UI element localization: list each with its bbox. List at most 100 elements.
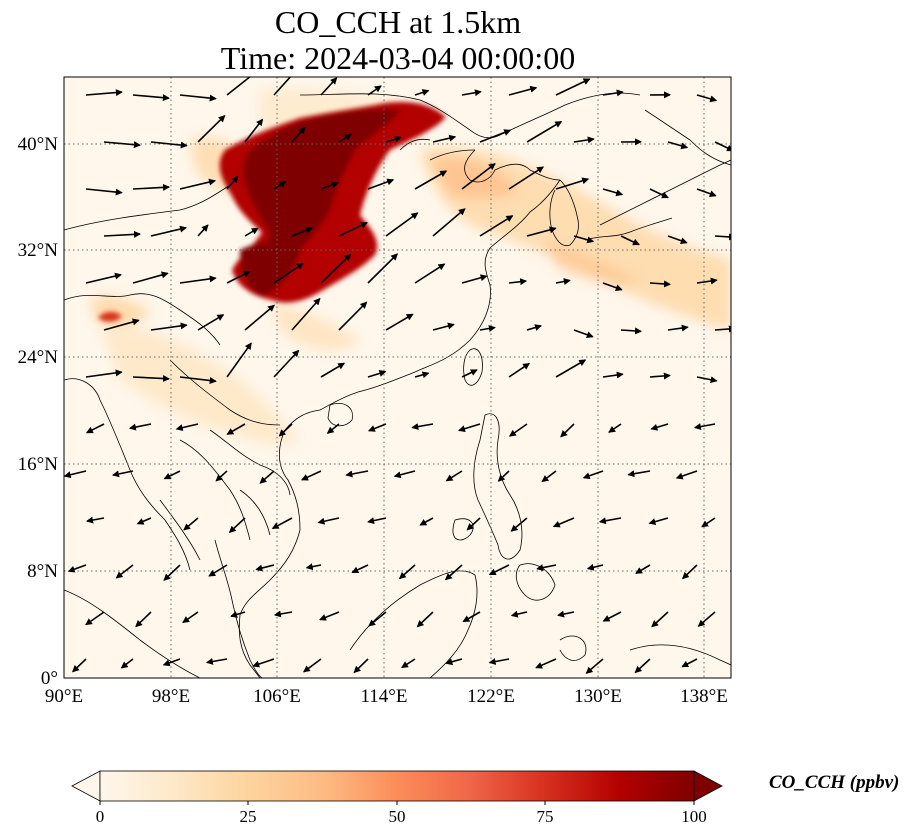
- wind-arrow: [305, 563, 322, 571]
- wind-arrow: [541, 470, 557, 483]
- wind-arrow: [385, 212, 419, 237]
- wind-arrow: [508, 362, 531, 378]
- wind-arrow: [163, 470, 181, 480]
- wind-arrow: [445, 470, 463, 482]
- wind-arrow: [345, 470, 369, 478]
- wind-arrow: [226, 77, 251, 96]
- wind-arrow: [555, 359, 587, 378]
- wind-arrow: [197, 114, 226, 143]
- lon-tick-label-106: 106°E: [253, 686, 301, 707]
- wind-arrow: [620, 327, 642, 335]
- wind-arrow: [555, 278, 571, 285]
- wind-arrow: [64, 470, 87, 479]
- wind-arrow: [536, 564, 557, 572]
- wind-arrow: [416, 611, 434, 628]
- wind-arrow: [255, 564, 275, 572]
- wind-arrow: [244, 304, 275, 331]
- wind-arrow: [115, 564, 134, 579]
- wind-arrow: [259, 470, 275, 484]
- wind-arrow: [320, 362, 346, 378]
- colorbar-label: CO_CCH (ppbv): [769, 772, 899, 793]
- wind-arrow: [175, 423, 199, 432]
- wind-arrow: [244, 118, 264, 143]
- lat-tick-label-40: 40°N: [18, 134, 59, 155]
- wind-arrow: [497, 470, 510, 482]
- wind-arrow: [163, 564, 181, 581]
- wind-arrow: [85, 272, 122, 284]
- wind-arrow: [602, 282, 623, 292]
- wind-arrow: [85, 611, 105, 626]
- lon-tick-label-138: 138°E: [680, 686, 728, 707]
- lat-tick-label-16: 16°N: [18, 454, 59, 475]
- wind-arrow: [526, 324, 542, 331]
- wind-arrow: [508, 423, 528, 437]
- lat-tick-label-24: 24°N: [18, 347, 59, 368]
- wind-arrow: [555, 177, 590, 190]
- wind-arrow: [85, 89, 123, 97]
- wind-arrow: [179, 275, 217, 284]
- figure-title: CO_CCH at 1.5km: [274, 4, 522, 40]
- wind-arrow: [120, 658, 134, 669]
- wind-arrow: [573, 329, 594, 339]
- wind-arrow: [367, 517, 387, 525]
- wind-arrow: [693, 423, 716, 430]
- wind-arrow: [649, 372, 671, 380]
- wind-arrow: [714, 141, 731, 152]
- wind-arrow: [252, 658, 275, 668]
- wind-arrow: [393, 470, 416, 479]
- wind-arrow: [367, 253, 399, 284]
- wind-arrow: [273, 77, 297, 96]
- wind-arrow: [182, 611, 199, 624]
- wind-arrow: [432, 208, 466, 237]
- wind-arrow: [367, 370, 387, 378]
- wind-arrow: [651, 611, 669, 628]
- wind-arrow: [585, 658, 604, 674]
- wind-arrow: [696, 277, 718, 285]
- wind-arrow: [535, 658, 557, 669]
- colorbar-extend-max: [693, 770, 723, 802]
- wind-arrow: [598, 517, 622, 525]
- wind-arrow: [510, 517, 528, 532]
- wind-arrow: [273, 180, 287, 190]
- wind-arrow: [414, 263, 446, 284]
- map-frame: [63, 76, 732, 679]
- wind-arrow: [508, 278, 528, 286]
- wind-arrow: [208, 564, 228, 577]
- wind-arrow: [271, 517, 293, 530]
- wind-arrow: [300, 470, 322, 481]
- wind-arrow: [338, 133, 352, 143]
- wind-arrow: [291, 227, 313, 237]
- wind-arrow: [150, 322, 188, 331]
- colorbar-tick-label-25: 25: [240, 807, 257, 826]
- colorbar: 0 25 50 75 100 CO_CCH (ppbv): [71, 770, 899, 826]
- wind-arrow: [353, 658, 369, 674]
- wind-arrow: [132, 271, 169, 284]
- wind-arrow: [414, 170, 448, 190]
- wind-arrow: [648, 517, 669, 526]
- wind-arrow: [586, 563, 604, 571]
- wind-arrow: [510, 610, 528, 618]
- wind-arrow: [86, 516, 105, 524]
- wind-arrow: [675, 470, 698, 480]
- wind-arrow: [278, 423, 293, 437]
- wind-arrow: [411, 423, 434, 431]
- wind-arrow: [667, 141, 689, 150]
- lat-tick-label-0: 0°: [41, 668, 58, 689]
- wind-arrow: [696, 376, 718, 384]
- wind-arrow: [557, 610, 575, 618]
- wind-arrow: [667, 324, 689, 332]
- wind-arrow: [385, 313, 414, 331]
- wind-arrow: [230, 611, 246, 618]
- figure-subtitle: Time: 2024-03-04 00:00:00: [220, 40, 576, 76]
- wind-arrow: [608, 423, 622, 433]
- wind-arrow: [317, 517, 340, 525]
- colorbar-extend-min: [71, 770, 101, 802]
- wind-arrow: [302, 658, 322, 673]
- wind-arrow: [697, 611, 716, 627]
- wind-arrow: [132, 183, 170, 191]
- wind-arrow: [479, 325, 496, 332]
- wind-arrow: [320, 77, 338, 96]
- wind-arrow: [226, 270, 251, 284]
- wind-arrow: [573, 136, 595, 144]
- wind-arrow: [573, 235, 595, 244]
